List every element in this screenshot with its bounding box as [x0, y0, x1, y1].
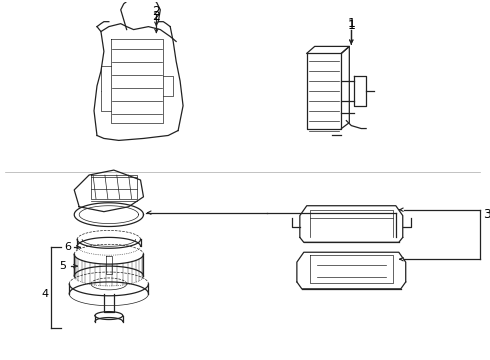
Text: 1: 1	[347, 19, 355, 32]
Text: 5: 5	[59, 261, 66, 271]
Text: 2: 2	[152, 5, 160, 18]
Text: 4: 4	[41, 289, 48, 299]
Text: 2: 2	[152, 10, 160, 23]
Text: 6: 6	[64, 242, 71, 252]
Text: 3: 3	[483, 208, 490, 221]
Text: 1: 1	[347, 17, 355, 30]
